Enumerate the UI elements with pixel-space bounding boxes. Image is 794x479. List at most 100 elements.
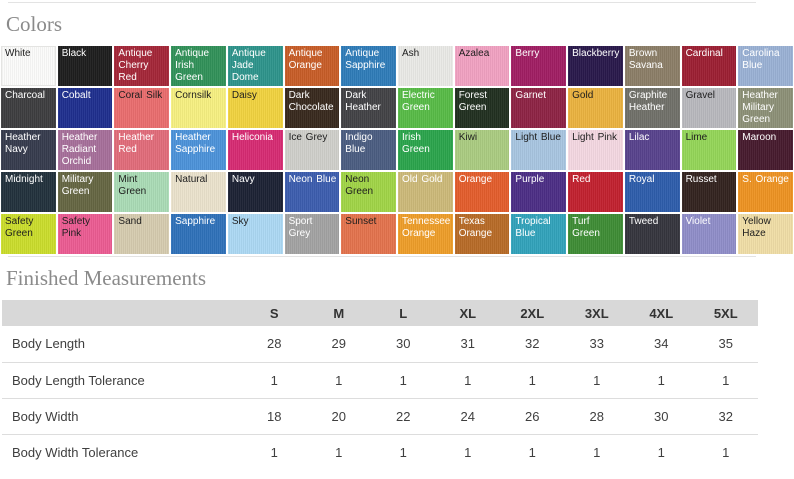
color-swatch-ash[interactable]: Ash (398, 46, 453, 86)
color-swatch-heliconia[interactable]: Heliconia (227, 130, 283, 170)
color-swatch-label: Light Blue (515, 132, 561, 143)
color-swatch-safety-green[interactable]: Safety Green (1, 214, 56, 254)
color-swatch-cardinal[interactable]: Cardinal (681, 46, 737, 86)
color-swatch-indigo-blue[interactable]: Indigo Blue (341, 130, 396, 170)
color-swatch-charcoal[interactable]: Charcoal (1, 88, 56, 128)
color-swatch-neon-green[interactable]: Neon Green (341, 172, 396, 212)
size-header-3xl: 3XL (564, 300, 629, 326)
color-swatch-tweed[interactable]: Tweed (624, 214, 680, 254)
color-swatch-black[interactable]: Black (57, 46, 113, 86)
color-swatch-natural[interactable]: Natural (171, 172, 226, 212)
color-swatch-ice-grey[interactable]: Ice Grey (284, 130, 340, 170)
color-swatch-antique-orange[interactable]: Antique Orange (284, 46, 340, 86)
size-header-4xl: 4XL (629, 300, 694, 326)
color-swatch-label: Antique Orange (288, 48, 323, 71)
color-swatch-texas-orange[interactable]: Texas Orange (454, 214, 510, 254)
measurement-value: 1 (722, 372, 730, 388)
measurement-value: 1 (593, 372, 601, 388)
color-swatch-label: Blackberry (572, 48, 620, 59)
color-swatch-kiwi[interactable]: Kiwi (454, 130, 510, 170)
color-swatch-lilac[interactable]: Lilac (624, 130, 680, 170)
color-swatch-label: Cobalt (61, 90, 91, 101)
color-swatch-heather-sapphire[interactable]: Heather Sapphire (171, 130, 226, 170)
color-swatch-light-pink[interactable]: Light Pink (568, 130, 623, 170)
color-swatch-white[interactable]: White (1, 46, 56, 86)
measurement-value: 35 (718, 336, 733, 352)
measurement-value: 1 (335, 444, 343, 460)
color-swatch-label: Dark Heather (345, 90, 381, 113)
color-swatch-tennessee-orange[interactable]: Tennessee Orange (398, 214, 453, 254)
color-swatch-red[interactable]: Red (568, 172, 623, 212)
measurement-value: 33 (589, 336, 604, 352)
measurement-value: 34 (654, 336, 669, 352)
color-swatch-orange[interactable]: Orange (454, 172, 510, 212)
color-swatch-dark-chocolate[interactable]: Dark Chocolate (284, 88, 340, 128)
color-swatch-electric-green[interactable]: Electric Green (398, 88, 453, 128)
color-swatch-label: Ice Grey (288, 132, 328, 143)
color-swatch-yellow-haze[interactable]: Yellow Haze (738, 214, 793, 254)
color-swatch-label: Heather Sapphire (175, 132, 216, 155)
size-header-l: L (371, 300, 436, 326)
measurement-value: 28 (589, 408, 604, 424)
color-swatch-military-green[interactable]: Military Green (57, 172, 113, 212)
measurement-row-body-width-tolerance: Body Width Tolerance 1 1 1 1 1 1 1 1 (2, 434, 758, 470)
color-swatch-mint-green[interactable]: Mint Green (114, 172, 170, 212)
color-swatch-antique-jade-dome[interactable]: Antique Jade Dome (227, 46, 283, 86)
color-swatch-label: White (5, 48, 31, 59)
color-swatch-violet[interactable]: Violet (681, 214, 737, 254)
color-swatch-heather-radiant-orchid[interactable]: Heather Radiant Orchid (57, 130, 113, 170)
color-swatch-label: Tweed (628, 216, 659, 227)
color-swatch-tropical-blue[interactable]: Tropical Blue (511, 214, 567, 254)
color-swatch-graphite-heather[interactable]: Graphite Heather (624, 88, 680, 128)
color-swatch-s-orange[interactable]: S. Orange (738, 172, 793, 212)
color-swatch-midnight[interactable]: Midnight (1, 172, 56, 212)
color-swatch-sunset[interactable]: Sunset (341, 214, 396, 254)
color-swatch-heather-navy[interactable]: Heather Navy (1, 130, 56, 170)
color-swatch-azalea[interactable]: Azalea (454, 46, 510, 86)
color-swatch-sport-grey[interactable]: Sport Grey (284, 214, 340, 254)
color-swatch-label: Gravel (685, 90, 716, 101)
color-swatch-old-gold[interactable]: Old Gold (398, 172, 453, 212)
color-swatch-label: Dark Chocolate (288, 90, 334, 113)
color-swatch-label: Midnight (5, 174, 43, 185)
color-swatch-sky[interactable]: Sky (227, 214, 283, 254)
color-swatch-coral-silk[interactable]: Coral Silk (114, 88, 170, 128)
size-header-m: M (306, 300, 371, 326)
color-swatch-berry[interactable]: Berry (511, 46, 567, 86)
color-swatch-label: Antique Irish Green (175, 48, 210, 83)
color-swatch-irish-green[interactable]: Irish Green (398, 130, 453, 170)
color-swatch-antique-cherry-red[interactable]: Antique Cherry Red (114, 46, 170, 86)
size-header-s: S (242, 300, 307, 326)
color-swatch-maroon[interactable]: Maroon (738, 130, 793, 170)
color-swatch-purple[interactable]: Purple (511, 172, 567, 212)
color-swatch-lime[interactable]: Lime (681, 130, 737, 170)
color-swatch-russet[interactable]: Russet (681, 172, 737, 212)
color-swatch-navy[interactable]: Navy (227, 172, 283, 212)
color-swatch-gold[interactable]: Gold (568, 88, 623, 128)
color-swatch-carolina-blue[interactable]: Carolina Blue (738, 46, 793, 86)
color-swatch-daisy[interactable]: Daisy (227, 88, 283, 128)
color-swatch-label: Orange (458, 174, 493, 185)
color-swatch-brown-savana[interactable]: Brown Savana (624, 46, 680, 86)
color-swatch-cornsilk[interactable]: Cornsilk (171, 88, 226, 128)
measurement-value: 20 (331, 408, 346, 424)
color-swatch-royal[interactable]: Royal (624, 172, 680, 212)
color-swatch-label: Maroon (742, 132, 777, 143)
color-swatch-label: Antique Cherry Red (118, 48, 153, 83)
color-swatch-blackberry[interactable]: Blackberry (568, 46, 623, 86)
color-swatch-turf-green[interactable]: Turf Green (568, 214, 623, 254)
color-swatch-cobalt[interactable]: Cobalt (57, 88, 113, 128)
color-swatch-antique-sapphire[interactable]: Antique Sapphire (341, 46, 396, 86)
color-swatch-neon-blue[interactable]: Neon Blue (284, 172, 340, 212)
color-swatch-garnet[interactable]: Garnet (511, 88, 567, 128)
color-swatch-sapphire[interactable]: Sapphire (171, 214, 226, 254)
color-swatch-sand[interactable]: Sand (114, 214, 170, 254)
color-swatch-dark-heather[interactable]: Dark Heather (341, 88, 396, 128)
color-swatch-heather-red[interactable]: Heather Red (114, 130, 170, 170)
color-swatch-forest-green[interactable]: Forest Green (454, 88, 510, 128)
color-swatch-light-blue[interactable]: Light Blue (511, 130, 567, 170)
color-swatch-gravel[interactable]: Gravel (681, 88, 737, 128)
color-swatch-heather-military-green[interactable]: Heather Military Green (738, 88, 793, 128)
color-swatch-antique-irish-green[interactable]: Antique Irish Green (171, 46, 226, 86)
color-swatch-safety-pink[interactable]: Safety Pink (57, 214, 113, 254)
